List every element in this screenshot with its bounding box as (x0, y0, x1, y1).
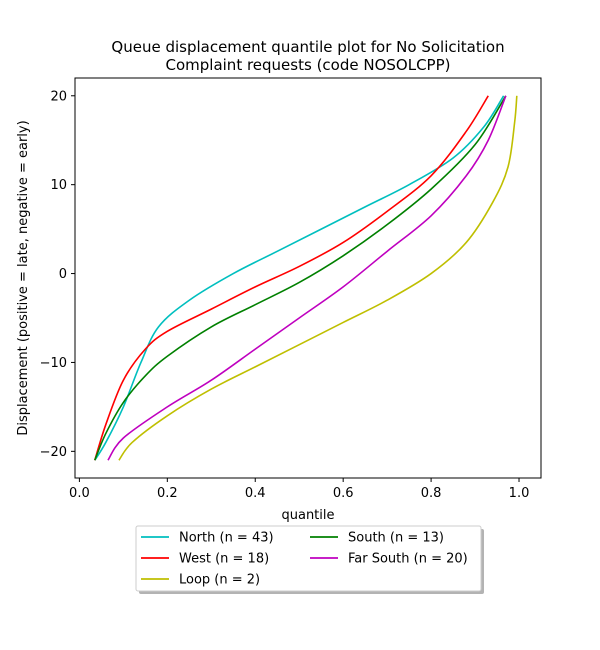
x-tick-label: 0.6 (333, 486, 354, 501)
plot-lines (94, 95, 518, 461)
series-line-2 (118, 95, 518, 461)
chart-title-line-2: Complaint requests (code NOSOLCPP) (166, 56, 451, 74)
y-tick-label: 10 (50, 178, 67, 193)
legend: North (n = 43) South (n = 13) West (n = 18… (135, 525, 484, 594)
x-tick-label: 1.0 (509, 486, 530, 501)
x-tick-label: 0.4 (245, 486, 266, 501)
legend-label-0: North (n = 43) (179, 531, 274, 546)
series-line-0 (94, 95, 505, 461)
y-tick-label: −10 (40, 356, 67, 371)
legend-label-3: South (n = 13) (348, 531, 444, 546)
legend-label-2: Loop (n = 2) (179, 573, 260, 588)
series-line-1 (94, 95, 489, 461)
x-axis-label: quantile (281, 508, 334, 523)
x-axis: 0.0 0.2 0.4 0.6 0.8 1.0 (69, 478, 529, 501)
legend-label-1: West (n = 18) (179, 552, 269, 567)
x-tick-label: 0.2 (157, 486, 178, 501)
series-line-4 (107, 95, 507, 461)
series-line-3 (94, 95, 507, 461)
y-axis-label: Displacement (positive = late, negative … (16, 120, 31, 435)
legend-box (135, 525, 482, 592)
legend-label-4: Far South (n = 20) (348, 552, 468, 567)
y-tick-label: −20 (40, 445, 67, 460)
x-tick-label: 0.8 (421, 486, 442, 501)
chart-title-line-1: Queue displacement quantile plot for No … (111, 38, 504, 56)
plot-frame (74, 77, 542, 479)
legend-entries: North (n = 43) South (n = 13) West (n = 18… (141, 531, 468, 588)
y-tick-label: 0 (59, 267, 67, 282)
y-axis: 20 10 0 −10 −20 (40, 89, 75, 460)
x-tick-label: 0.0 (69, 486, 90, 501)
y-tick-label: 20 (50, 89, 67, 104)
